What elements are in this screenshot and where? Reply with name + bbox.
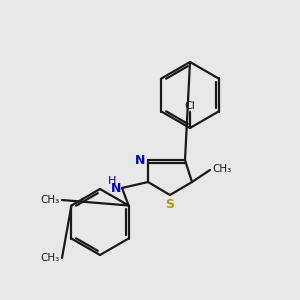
Text: N: N bbox=[111, 182, 121, 194]
Text: H: H bbox=[108, 176, 116, 186]
Text: N: N bbox=[135, 154, 145, 166]
Text: CH₃: CH₃ bbox=[212, 164, 231, 174]
Text: S: S bbox=[166, 198, 175, 211]
Text: CH₃: CH₃ bbox=[41, 253, 60, 263]
Text: Cl: Cl bbox=[184, 101, 195, 111]
Text: CH₃: CH₃ bbox=[41, 195, 60, 205]
